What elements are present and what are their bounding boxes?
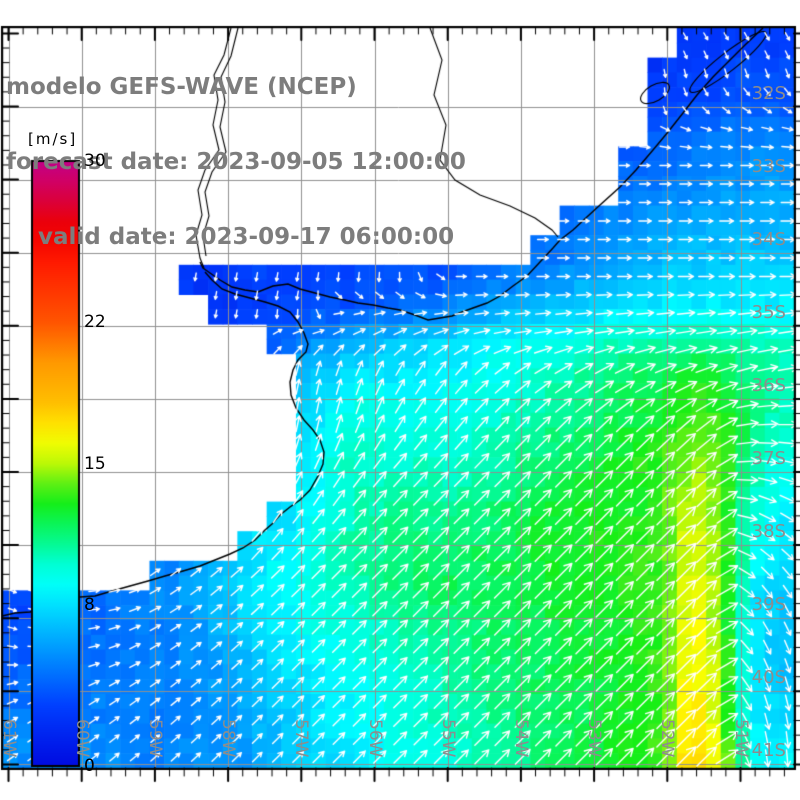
lat-label: 40S xyxy=(751,667,786,689)
lat-label: 32S xyxy=(751,82,786,104)
lat-label: 33S xyxy=(751,155,786,177)
colorbar-unit-label: [m/s] xyxy=(28,130,78,148)
lat-label: 35S xyxy=(751,301,786,323)
lon-label: 60W xyxy=(71,719,92,758)
lat-label: 36S xyxy=(751,374,786,396)
colorbar-tick-label: 15 xyxy=(84,453,106,474)
lon-label: 51W xyxy=(730,719,751,758)
lon-label: 58W xyxy=(218,719,239,758)
lat-label: 38S xyxy=(751,521,786,543)
lon-label: 61W xyxy=(0,719,19,758)
lon-label: 52W xyxy=(657,719,678,758)
lon-label: 55W xyxy=(437,719,458,758)
lat-label: 39S xyxy=(751,594,786,616)
lon-label: 59W xyxy=(144,719,165,758)
colorbar-tick-label: 0 xyxy=(84,756,95,776)
lon-label: 53W xyxy=(584,719,605,758)
valid-date-line: valid date: 2023-09-17 06:00:00 xyxy=(38,224,455,250)
title-block: modelo GEFS-WAVE (NCEP) forecast date: 2… xyxy=(6,25,466,300)
lon-label: 54W xyxy=(510,719,531,758)
model-title: modelo GEFS-WAVE (NCEP) xyxy=(6,74,357,100)
forecast-date-line: forecast date: 2023-09-05 12:00:00 xyxy=(6,149,466,175)
colorbar-tick-label: 22 xyxy=(84,312,106,333)
lon-label: 57W xyxy=(291,719,312,758)
lat-label: 34S xyxy=(751,228,786,250)
lat-label: 37S xyxy=(751,448,786,469)
colorbar-tick-label: 8 xyxy=(84,594,95,615)
colorbar-tick-label: 30 xyxy=(84,151,106,171)
lon-label: 56W xyxy=(364,719,385,758)
lat-label: 41S xyxy=(751,740,786,762)
